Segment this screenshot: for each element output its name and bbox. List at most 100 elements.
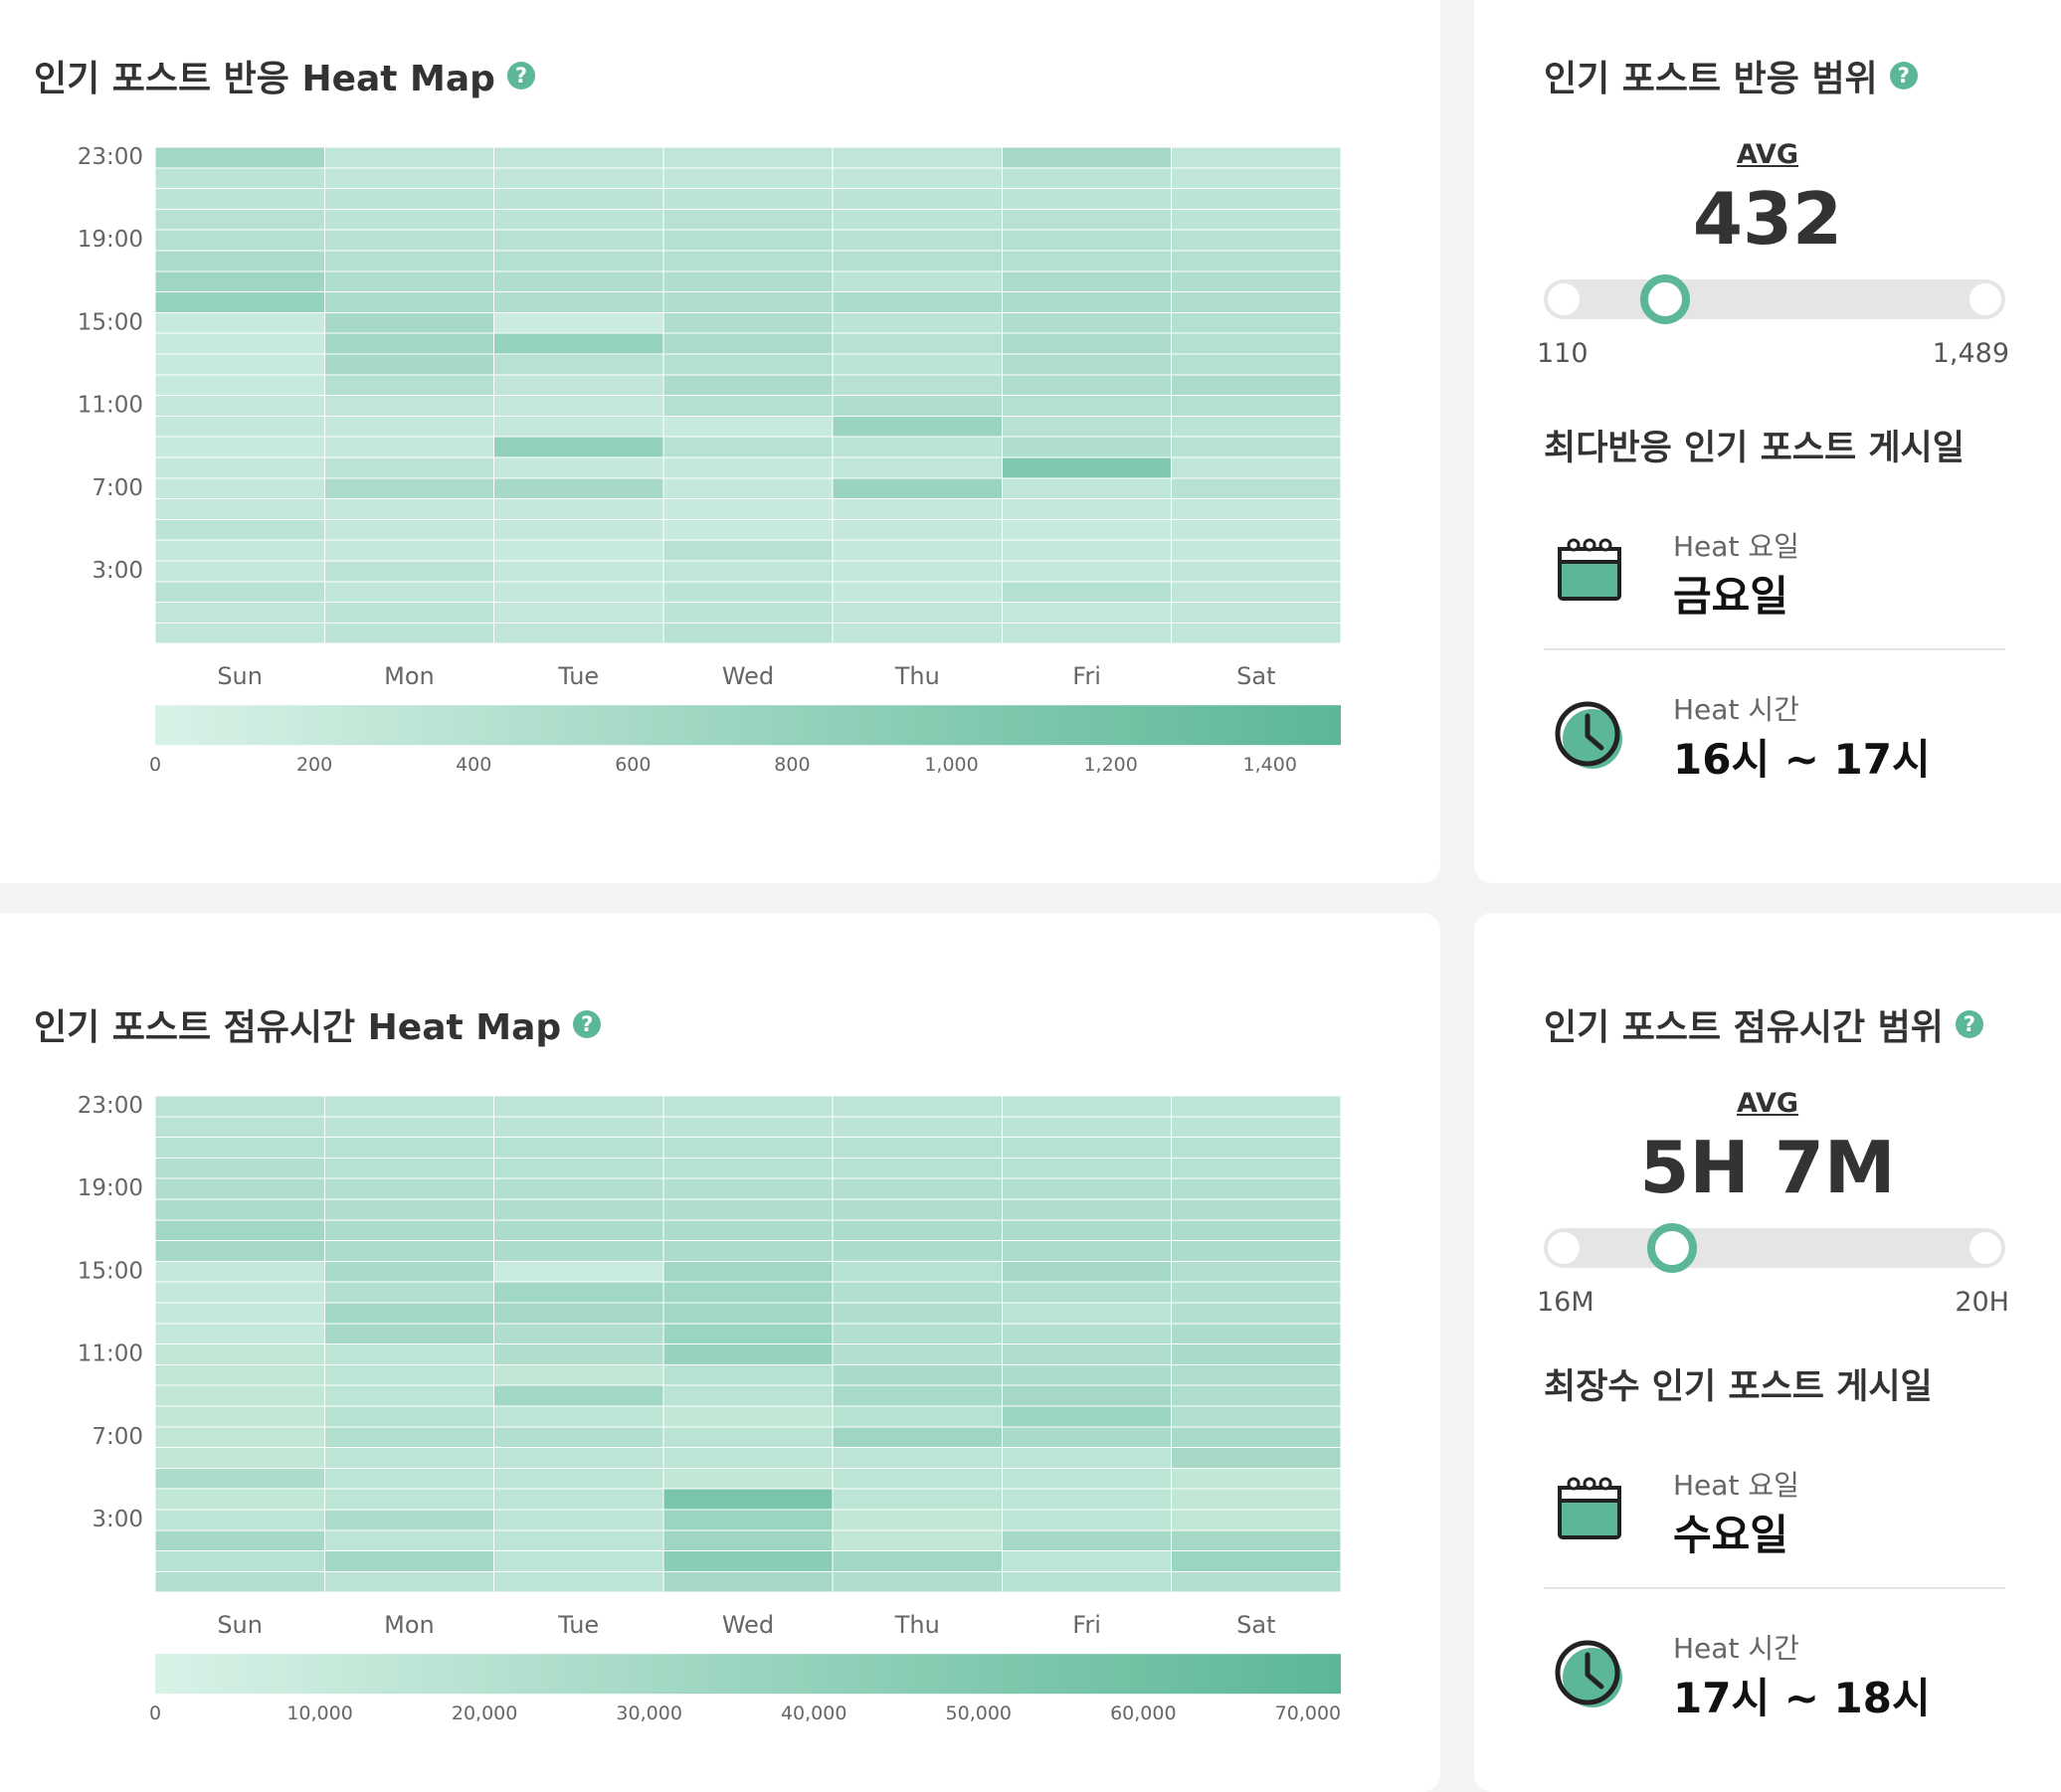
heatmap-cell	[323, 1570, 495, 1593]
heatmap-cell	[154, 1467, 325, 1490]
heatmap-cell	[662, 1488, 834, 1511]
avg-slider-thumb[interactable]	[1646, 1223, 1697, 1273]
heatmap-cell	[323, 1488, 495, 1511]
heatmap-cell	[832, 353, 1003, 376]
heatmap-cell	[1001, 1260, 1173, 1283]
heatmap-cell	[832, 311, 1003, 334]
heatmap-cell	[154, 1198, 325, 1221]
legend-tick-label: 800	[774, 754, 810, 776]
color-scale-legend	[155, 1654, 1341, 1695]
help-icon[interactable]: ?	[1889, 62, 1918, 90]
heatmap-cell	[154, 395, 325, 417]
legend-tick-label: 600	[615, 754, 651, 776]
heatmap-cell	[1001, 1323, 1173, 1345]
heatmap-cell	[832, 1137, 1003, 1159]
heatmap-cell	[493, 1240, 664, 1262]
legend-tick-label: 70,000	[1275, 1702, 1341, 1724]
x-day-label: Fri	[1072, 662, 1101, 690]
heatmap-cell	[662, 1095, 834, 1118]
heatmap-cell	[493, 1363, 664, 1386]
clock-icon	[1555, 1640, 1622, 1707]
heatmap-cell	[1001, 1570, 1173, 1593]
heatmap-cell	[832, 1323, 1003, 1345]
heatmap-cell	[832, 332, 1003, 355]
heatmap-cell	[323, 1509, 495, 1531]
x-day-label: Thu	[894, 662, 940, 690]
heatmap-cell	[662, 1137, 834, 1159]
heatmap-cell	[1001, 1198, 1173, 1221]
heatmap-cell	[662, 1281, 834, 1304]
heatmap-cell	[662, 250, 834, 272]
heatmap-cell	[154, 229, 325, 252]
heatmap-cell	[1001, 456, 1173, 479]
heatmap-cell	[154, 539, 325, 562]
divider	[1544, 1587, 2005, 1589]
duration-heatmap-title: 인기 포스트 점유시간 Heat Map ?	[34, 998, 602, 1050]
heatmap-cell	[832, 1426, 1003, 1449]
heatmap-cell	[493, 374, 664, 397]
help-icon[interactable]: ?	[573, 1010, 602, 1038]
heatmap-cell	[662, 602, 834, 624]
avg-value: 432	[1692, 177, 1843, 261]
heatmap-cell	[832, 477, 1003, 500]
heatmap-cell	[1171, 188, 1342, 210]
heatmap-cell	[493, 291, 664, 313]
heatmap-cell	[493, 622, 664, 644]
range-max-label: 20H	[1955, 1287, 2009, 1318]
heatmap-cell	[662, 332, 834, 355]
heatmap-cell	[154, 250, 325, 272]
legend-tick-label: 1,200	[1083, 754, 1137, 776]
heatmap-cell	[1001, 1281, 1173, 1304]
heatmap-cell	[832, 560, 1003, 583]
heatmap-cell	[1171, 1447, 1342, 1469]
heatmap-cell	[493, 1302, 664, 1325]
heatmap-cell	[154, 1405, 325, 1428]
heatmap-cell	[154, 1550, 325, 1572]
heatmap-cell	[1171, 498, 1342, 520]
heatmap-cell	[323, 1281, 495, 1304]
heatmap-cell	[154, 1116, 325, 1139]
legend-tick-label: 0	[149, 1702, 161, 1724]
heatmap-cell	[1001, 1344, 1173, 1365]
heatmap-cell	[1171, 167, 1342, 190]
heatmap-cell	[1001, 1488, 1173, 1511]
heatmap-cell	[662, 1363, 834, 1386]
heatmap-cell	[1001, 1302, 1173, 1325]
heatmap-cell	[1171, 1344, 1342, 1365]
heatmap-cell	[154, 477, 325, 500]
avg-slider-thumb[interactable]	[1640, 274, 1691, 324]
range-slider-min-handle	[1548, 1232, 1580, 1264]
heat-day-value: 수요일	[1673, 1511, 1788, 1559]
heatmap-cell	[1001, 622, 1173, 644]
heatmap-cell	[1171, 1509, 1342, 1531]
heatmap-cell	[1171, 311, 1342, 334]
y-tick-label: 15:00	[78, 1258, 143, 1284]
heatmap-cell	[1001, 1240, 1173, 1262]
heatmap-cell	[154, 1137, 325, 1159]
reaction-heatmap-card: 인기 포스트 반응 Heat Map ? 23:00 19:00 15:00 11:0…	[0, 0, 1440, 883]
heatmap-cell	[1001, 498, 1173, 520]
heatmap-cell	[154, 1344, 325, 1365]
heatmap-cell	[493, 1488, 664, 1511]
heatmap-cell	[662, 291, 834, 313]
heatmap-cell	[154, 456, 325, 479]
heatmap-cell	[323, 1363, 495, 1386]
heatmap-cell	[1001, 395, 1173, 417]
x-day-label: Sun	[217, 1611, 263, 1639]
heat-day-value: 금요일	[1673, 572, 1788, 621]
heatmap-cell	[1171, 395, 1342, 417]
heatmap-cell	[1171, 560, 1342, 583]
help-icon[interactable]: ?	[1955, 1010, 1983, 1038]
heatmap-cell	[832, 1260, 1003, 1283]
reaction-range-title-text: 인기 포스트 반응 범위	[1544, 59, 1878, 99]
heatmap-cell	[154, 1095, 325, 1118]
heatmap-cell	[323, 270, 495, 293]
heatmap-cell	[154, 415, 325, 438]
heatmap-cell	[493, 1137, 664, 1159]
x-day-label: Sat	[1236, 662, 1275, 690]
help-icon[interactable]: ?	[506, 62, 535, 90]
heatmap-cell	[1001, 311, 1173, 334]
y-tick-label: 19:00	[78, 1175, 143, 1201]
heatmap-cell	[832, 270, 1003, 293]
heatmap-cell	[1171, 456, 1342, 479]
